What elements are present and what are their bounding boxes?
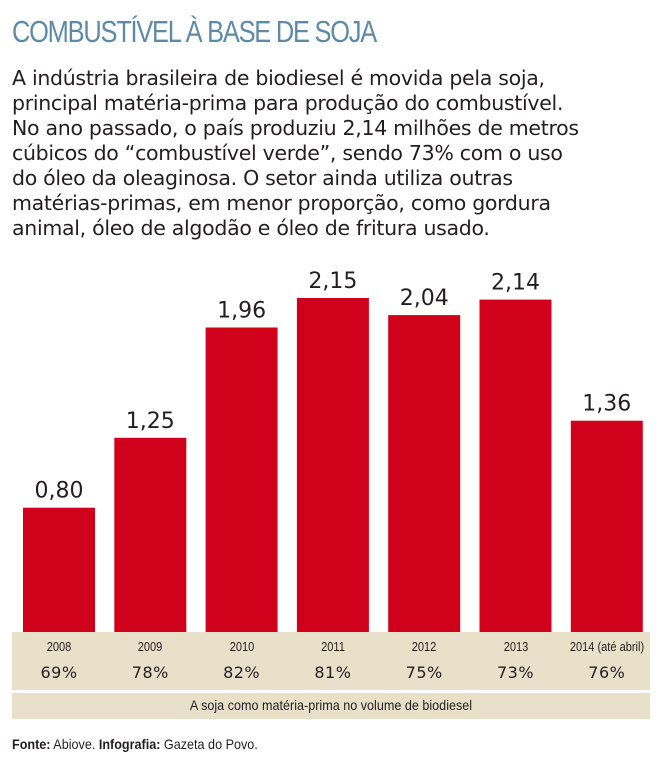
year-label: 2010 — [229, 639, 254, 654]
category-column: 2009 78% — [104, 632, 196, 682]
bar-2009 — [114, 437, 187, 632]
category-column: 2011 81% — [287, 632, 379, 682]
bar-value-label: 2,04 — [400, 286, 449, 311]
intro-line: animal, óleo de algodão e óleo de fritur… — [12, 216, 490, 240]
intro-line: do óleo da oleaginosa. O setor ainda uti… — [12, 166, 513, 190]
bar-2008 — [23, 507, 95, 632]
soy-share-label: 81% — [314, 663, 352, 682]
soy-share-label: 78% — [131, 663, 169, 682]
bar-2013 — [479, 299, 552, 632]
soy-share-label: 69% — [40, 663, 78, 682]
bar-2014 — [570, 420, 643, 632]
source-text: Abiove. — [50, 736, 99, 752]
chart-caption: A soja como matéria-prima no volume de b… — [189, 697, 473, 713]
year-label: 2014 (até abril) — [569, 639, 644, 654]
bar-value-label: 0,80 — [35, 479, 84, 504]
year-label: 2009 — [137, 639, 163, 654]
year-label: 2011 — [321, 639, 345, 654]
source-note: Fonte: Abiove. Infografia: Gazeta do Pov… — [12, 736, 258, 752]
soy-share-label: 82% — [223, 663, 261, 682]
intro-text: A indústria brasileira de biodiesel é mo… — [12, 66, 652, 241]
intro-line: principal matéria-prima para produção do… — [12, 91, 564, 115]
category-column: 2010 82% — [196, 632, 288, 682]
bar-value-label: 1,96 — [217, 299, 266, 324]
category-column: 2014 (até abril) 76% — [561, 632, 653, 682]
category-column: 2013 73% — [470, 632, 562, 682]
bar-value-label: 2,14 — [491, 271, 540, 296]
year-label: 2008 — [46, 639, 72, 654]
year-label: 2012 — [411, 639, 437, 654]
bar-value-label: 1,36 — [582, 392, 631, 417]
intro-line: A indústria brasileira de biodiesel é mo… — [12, 66, 545, 90]
bar-2012 — [388, 315, 461, 632]
caption-band — [12, 693, 650, 719]
year-percent-band — [12, 632, 650, 690]
bar-value-label: 1,25 — [126, 409, 175, 434]
intro-line: matérias-primas, em menor proporção, com… — [12, 191, 551, 215]
year-label: 2013 — [503, 639, 528, 654]
credit-label: Infografia: — [98, 736, 161, 752]
bar-value-label: 2,15 — [308, 269, 357, 294]
credit-text: Gazeta do Povo. — [160, 736, 258, 752]
soy-share-label: 73% — [496, 663, 535, 682]
intro-line: cúbicos do “combustível verde”, sendo 73… — [12, 141, 563, 165]
page-title: COMBUSTÍVEL À BASE DE SOJA — [12, 14, 377, 49]
bar-2011 — [296, 298, 369, 632]
category-column: 2008 69% — [13, 632, 105, 682]
bar-chart: 0,80 1,25 1,96 2,15 2,04 2,14 1,36 — [23, 269, 643, 632]
intro-line: No ano passado, o país produziu 2,14 mil… — [12, 116, 579, 140]
soy-share-label: 75% — [405, 663, 443, 682]
bar-2010 — [205, 327, 278, 632]
source-label: Fonte: — [12, 736, 51, 752]
soy-share-label: 76% — [588, 663, 626, 682]
category-column: 2012 75% — [378, 632, 470, 682]
